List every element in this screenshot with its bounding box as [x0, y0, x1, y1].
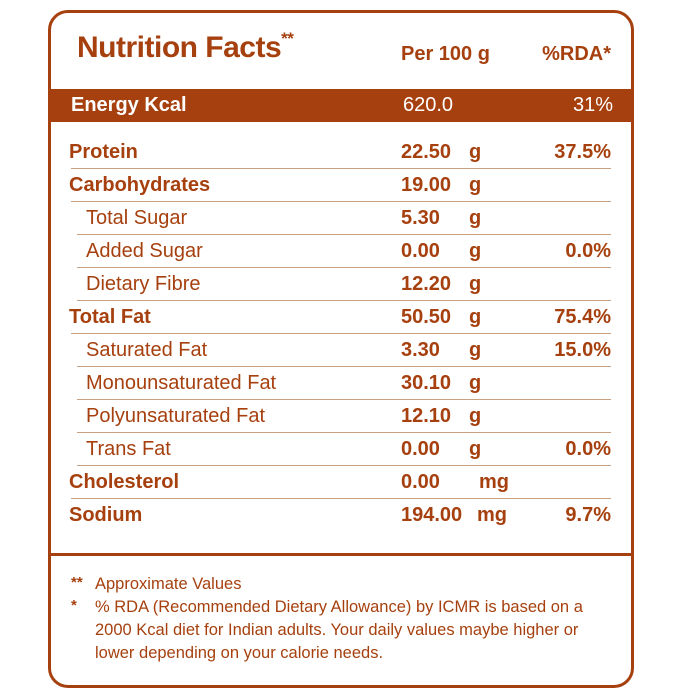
nutrient-value: 194.00 — [401, 504, 463, 526]
table-row: Carbohydrates 19.00 g — [51, 169, 631, 202]
footnote-mark: ** — [71, 574, 83, 591]
nutrient-name: Monounsaturated Fat — [86, 372, 277, 394]
nutrient-unit: g — [469, 240, 482, 262]
energy-row: Energy Kcal 620.0 31% — [51, 89, 631, 122]
table-row: Total Sugar 5.30 g — [51, 202, 631, 235]
nutrient-unit: mg — [477, 504, 507, 526]
nutrient-unit: g — [469, 372, 482, 394]
nutrient-rda: 0.0% — [565, 438, 611, 460]
nutrient-rda: 37.5% — [554, 141, 611, 163]
energy-label: Energy Kcal — [71, 94, 187, 116]
nutrient-name: Cholesterol — [69, 471, 180, 493]
nutrient-unit: g — [469, 141, 482, 163]
nutrition-facts-panel: Nutrition Facts** Per 100 g %RDA* Energy… — [48, 10, 634, 688]
nutrient-value: 30.10 — [401, 372, 452, 394]
nutrient-unit: g — [469, 174, 482, 196]
table-row: Added Sugar 0.00 g 0.0% — [51, 235, 631, 268]
nutrient-unit: g — [469, 438, 482, 460]
rda-column-header: %RDA* — [542, 43, 611, 65]
table-row: Saturated Fat 3.30 g 15.0% — [51, 334, 631, 367]
nutrient-value: 0.00 — [401, 471, 440, 493]
footnote-rda: * % RDA (Recommended Dietary Allowance) … — [71, 596, 621, 665]
nutrient-value: 0.00 — [401, 438, 440, 460]
nutrient-unit: g — [469, 273, 482, 295]
nutrient-name: Protein — [69, 141, 138, 163]
nutrient-value: 22.50 — [401, 141, 452, 163]
footnote-approximate: ** Approximate Values — [71, 573, 621, 596]
nutrient-rda: 0.0% — [565, 240, 611, 262]
energy-value: 620.0 — [403, 94, 454, 116]
title-footnote-mark: ** — [281, 29, 294, 48]
footnote-text: Approximate Values — [95, 575, 242, 593]
footnote-text: % RDA (Recommended Dietary Allowance) by… — [95, 598, 583, 662]
table-row: Sodium 194.00 mg 9.7% — [51, 499, 631, 532]
nutrient-value: 3.30 — [401, 339, 440, 361]
per-100g-column-header: Per 100 g — [401, 43, 490, 65]
table-row: Cholesterol 0.00 mg — [51, 466, 631, 499]
energy-rda: 31% — [572, 94, 613, 116]
nutrient-unit: g — [469, 306, 482, 328]
nutrient-name: Added Sugar — [86, 240, 203, 262]
table-row: Trans Fat 0.00 g 0.0% — [51, 433, 631, 466]
page-title: Nutrition Facts** — [77, 29, 294, 65]
table-header: Nutrition Facts** Per 100 g %RDA* — [51, 13, 631, 87]
nutrient-name: Carbohydrates — [69, 174, 211, 196]
nutrient-rda: 75.4% — [554, 306, 611, 328]
nutrient-name: Sodium — [69, 504, 143, 526]
nutrient-value: 12.20 — [401, 273, 452, 295]
nutrient-rows: Protein 22.50 g 37.5% Carbohydrates 19.0… — [51, 136, 631, 532]
nutrient-name: Polyunsaturated Fat — [86, 405, 265, 427]
nutrient-value: 50.50 — [401, 306, 452, 328]
table-row: Monounsaturated Fat 30.10 g — [51, 367, 631, 400]
nutrient-unit: g — [469, 339, 482, 361]
title-text: Nutrition Facts — [77, 31, 282, 64]
nutrient-rda: 15.0% — [554, 339, 611, 361]
table-row: Protein 22.50 g 37.5% — [51, 136, 631, 169]
nutrient-unit: mg — [479, 471, 509, 493]
nutrient-name: Saturated Fat — [86, 339, 208, 361]
nutrient-value: 0.00 — [401, 240, 440, 262]
nutrient-name: Total Sugar — [86, 207, 188, 229]
footer-divider — [51, 553, 631, 556]
nutrient-name: Dietary Fibre — [86, 273, 201, 295]
footnote-mark: * — [71, 597, 77, 614]
nutrient-name: Total Fat — [69, 306, 151, 328]
nutrient-value: 19.00 — [401, 174, 452, 196]
table-row: Dietary Fibre 12.20 g — [51, 268, 631, 301]
footnotes: ** Approximate Values * % RDA (Recommend… — [71, 573, 621, 665]
nutrient-rda: 9.7% — [565, 504, 611, 526]
nutrient-name: Trans Fat — [86, 438, 171, 460]
nutrient-value: 12.10 — [401, 405, 452, 427]
nutrient-value: 5.30 — [401, 207, 440, 229]
nutrient-unit: g — [469, 405, 482, 427]
nutrient-unit: g — [469, 207, 482, 229]
table-row: Polyunsaturated Fat 12.10 g — [51, 400, 631, 433]
table-row: Total Fat 50.50 g 75.4% — [51, 301, 631, 334]
